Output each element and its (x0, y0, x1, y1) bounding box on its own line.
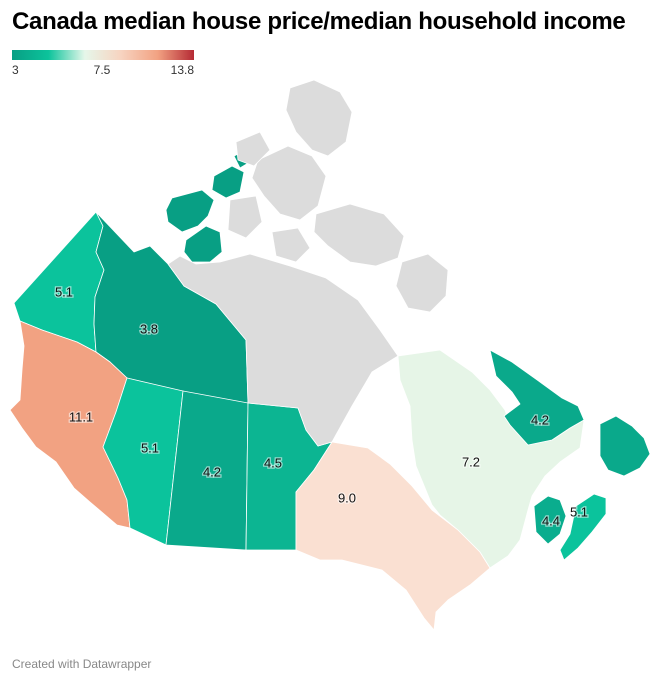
value-label-saskatchewan: 4.2 (203, 464, 221, 479)
region-new-brunswick[interactable] (533, 495, 567, 545)
region-shape[interactable] (313, 203, 405, 267)
region-shape[interactable] (211, 165, 245, 199)
value-label-ontario: 9.0 (338, 490, 356, 505)
region-shape[interactable] (295, 441, 491, 631)
legend-mid-label: 7.5 (93, 63, 111, 77)
region-shape[interactable] (9, 320, 131, 529)
region-shape[interactable] (183, 225, 223, 263)
region-shape[interactable] (235, 131, 271, 167)
region-newfoundland-and-labrador[interactable] (489, 349, 651, 477)
legend-ticks: 3 7.5 13.8 (12, 63, 194, 79)
value-label-british-columbia: 11.1 (69, 409, 93, 424)
value-label-yukon: 5.1 (55, 284, 73, 299)
region-shape[interactable] (599, 415, 651, 477)
value-label-northwest-territories: 3.8 (140, 321, 158, 336)
region-ontario[interactable] (295, 441, 491, 631)
color-legend: 3 7.5 13.8 (12, 50, 194, 79)
region-nova-scotia[interactable] (559, 493, 607, 561)
region-shape[interactable] (533, 495, 567, 545)
region-british-columbia[interactable] (9, 320, 131, 529)
value-label-newfoundland-and-labrador: 4.2 (531, 412, 549, 427)
region-nunavut[interactable] (167, 79, 449, 447)
value-label-new-brunswick: 4.4 (542, 513, 560, 528)
region-shape[interactable] (271, 227, 311, 263)
chart-title: Canada median house price/median househo… (12, 8, 626, 35)
value-label-nova-scotia: 5.1 (570, 504, 588, 519)
footer-credit: Created with Datawrapper (12, 657, 152, 671)
region-shape[interactable] (227, 195, 263, 239)
legend-max-label: 13.8 (170, 63, 194, 77)
region-shape[interactable] (285, 79, 353, 157)
region-shape[interactable] (251, 145, 327, 221)
region-shape[interactable] (167, 253, 399, 447)
region-shape[interactable] (395, 253, 449, 313)
legend-min-label: 3 (12, 63, 19, 77)
region-shape[interactable] (165, 189, 215, 233)
value-label-alberta: 5.1 (141, 440, 159, 455)
value-label-manitoba: 4.5 (264, 455, 282, 470)
value-label-quebec: 7.2 (462, 454, 480, 469)
region-shape[interactable] (559, 493, 607, 561)
legend-gradient-bar (12, 50, 194, 60)
region-shape[interactable] (489, 349, 585, 446)
